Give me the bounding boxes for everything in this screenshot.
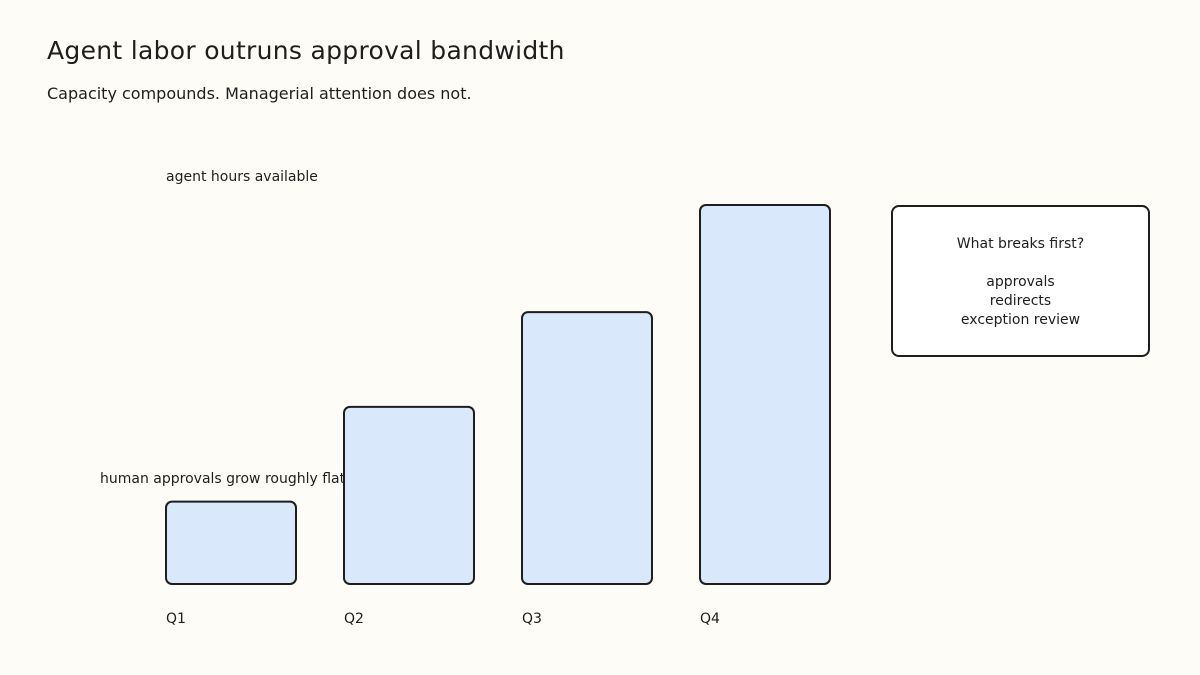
bar-q1 <box>165 500 297 586</box>
x-tick-label-q3: Q3 <box>522 611 542 627</box>
chart-title: Agent labor outruns approval bandwidth <box>47 36 565 65</box>
chart-subtitle: Capacity compounds. Managerial attention… <box>47 84 472 103</box>
callout-item-redirects: redirects <box>989 293 1052 309</box>
callout-item-exception-review: exception review <box>960 312 1081 328</box>
annotation-human-approvals: human approvals grow roughly flat <box>100 471 346 487</box>
bar-q4 <box>699 204 831 585</box>
annotation-agent-hours: agent hours available <box>166 169 318 185</box>
bar-q3 <box>521 311 653 585</box>
callout-question: What breaks first? <box>956 236 1085 252</box>
x-tick-label-q1: Q1 <box>166 611 186 627</box>
x-tick-label-q2: Q2 <box>344 611 364 627</box>
callout-box: What breaks first? approvals redirects e… <box>891 205 1150 357</box>
bar-q2 <box>343 405 475 586</box>
callout-item-approvals: approvals <box>986 274 1055 290</box>
x-tick-label-q4: Q4 <box>700 611 720 627</box>
